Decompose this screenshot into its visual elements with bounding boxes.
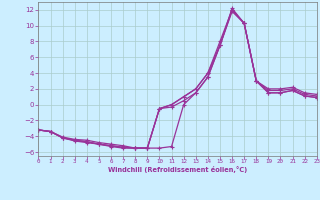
X-axis label: Windchill (Refroidissement éolien,°C): Windchill (Refroidissement éolien,°C)	[108, 166, 247, 173]
